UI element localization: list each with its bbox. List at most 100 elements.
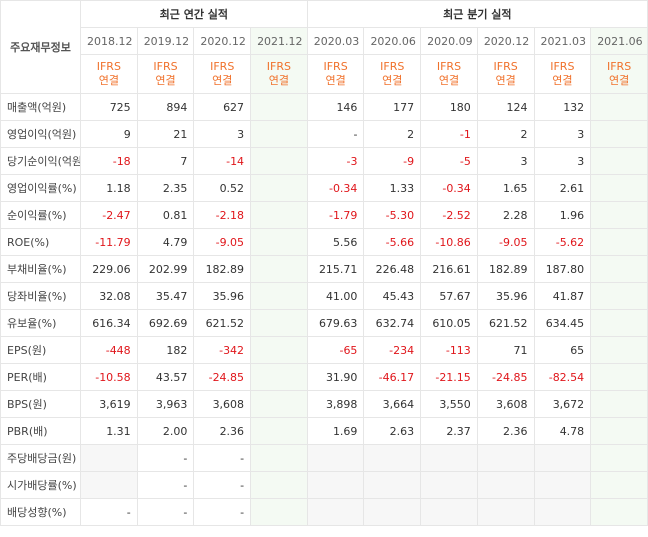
value-cell: -5 bbox=[420, 147, 478, 175]
value-cell: -0.34 bbox=[420, 174, 478, 202]
value-cell: -65 bbox=[306, 336, 365, 364]
period-date: 2018.12 bbox=[87, 34, 133, 48]
value-cell: 3,664 bbox=[363, 390, 422, 418]
basis-scope: 연결 bbox=[325, 74, 346, 87]
value-cell: 146 bbox=[306, 93, 365, 121]
period-date: 2020.06 bbox=[370, 34, 416, 48]
value-cell bbox=[250, 120, 308, 148]
value-cell: - bbox=[136, 498, 195, 526]
value-cell: - bbox=[306, 120, 365, 148]
value-cell: -1.79 bbox=[306, 201, 365, 229]
basis: IFRS 연결 bbox=[476, 54, 535, 94]
value-cell: 31.90 bbox=[306, 363, 365, 391]
period-date: 2020.12 bbox=[483, 34, 530, 48]
value-cell: 3,608 bbox=[476, 390, 535, 418]
value-cell: 3 bbox=[533, 120, 592, 148]
value-cell: - bbox=[193, 471, 252, 499]
header-period-row: 2018.12 2019.12 2020.12 2021.12 (E) 2020.03 2… bbox=[1, 27, 648, 55]
value-cell: 202.99 bbox=[136, 255, 195, 283]
value-cell bbox=[476, 444, 535, 472]
value-cell: -9.05 bbox=[193, 228, 252, 256]
value-cell bbox=[420, 444, 478, 472]
value-cell: 35.96 bbox=[193, 282, 252, 310]
value-cell: -234 bbox=[363, 336, 422, 364]
value-cell bbox=[250, 93, 308, 121]
data-row: 주당배당금(원) - - bbox=[0, 444, 648, 472]
value-cell: 3,550 bbox=[420, 390, 478, 418]
value-cell: -5.66 bbox=[363, 228, 422, 256]
value-cell: 2.36 bbox=[193, 417, 252, 445]
header-label: 주요재무정보 bbox=[0, 0, 81, 94]
value-cell: -10.86 bbox=[420, 228, 478, 256]
basis: IFRS 연결 bbox=[193, 54, 252, 94]
value-cell: 1.96 bbox=[533, 201, 592, 229]
data-row: 유보율(%) 616.34 692.69 621.52 679.63 632.74 610.… bbox=[0, 309, 648, 337]
period-date: 2020.12 bbox=[200, 34, 246, 48]
value-cell bbox=[80, 471, 138, 499]
basis: IFRS 연결 bbox=[136, 54, 195, 94]
value-cell: 4.78 bbox=[533, 417, 592, 445]
value-cell bbox=[80, 444, 138, 472]
period-date: 2021.12 bbox=[257, 34, 303, 48]
basis-standard: IFRS bbox=[210, 60, 235, 73]
value-cell: 610.05 bbox=[420, 309, 478, 337]
value-cell bbox=[590, 363, 648, 391]
value-cell: 187.80 bbox=[533, 255, 592, 283]
estimate-mark: (E) bbox=[646, 35, 647, 48]
value-cell bbox=[590, 417, 648, 445]
basis-standard: IFRS bbox=[96, 60, 121, 73]
value-cell bbox=[250, 471, 308, 499]
row-label: PBR(배) bbox=[0, 417, 81, 445]
value-cell bbox=[476, 498, 535, 526]
value-cell bbox=[590, 147, 648, 175]
value-cell: 215.71 bbox=[306, 255, 365, 283]
period-date: 2021.03 bbox=[540, 34, 587, 48]
header-basis-row: IFRS 연결 IFRS 연결 IFRS 연결 IFRS 연결 IFRS 연결 IFRS 연결 IFRS… bbox=[1, 54, 648, 94]
value-cell: 2 bbox=[476, 120, 535, 148]
value-cell bbox=[533, 444, 592, 472]
value-cell: 725 bbox=[80, 93, 138, 121]
value-cell: 182.89 bbox=[476, 255, 535, 283]
value-cell: 182 bbox=[136, 336, 195, 364]
value-cell: 57.67 bbox=[420, 282, 478, 310]
value-cell bbox=[590, 444, 648, 472]
value-cell bbox=[250, 174, 308, 202]
basis-standard: IFRS bbox=[380, 60, 405, 73]
data-row: 부채비율(%) 229.06 202.99 182.89 215.71 226.48 216… bbox=[0, 255, 648, 283]
period: 2020.03 bbox=[306, 27, 365, 55]
value-cell bbox=[590, 309, 648, 337]
row-label: 당좌비율(%) bbox=[0, 282, 81, 310]
value-cell: 180 bbox=[420, 93, 478, 121]
data-row: 시가배당률(%) - - bbox=[0, 471, 648, 499]
value-cell bbox=[250, 147, 308, 175]
data-row: 영업이익률(%) 1.18 2.35 0.52 -0.34 1.33 -0.34 1.65 2.… bbox=[0, 174, 648, 202]
value-cell: - bbox=[80, 498, 138, 526]
basis-scope: 연결 bbox=[552, 74, 573, 87]
basis-standard: IFRS bbox=[606, 60, 632, 73]
value-cell: 2.35 bbox=[136, 174, 195, 202]
basis-standard: IFRS bbox=[493, 60, 518, 73]
value-cell: 32.08 bbox=[80, 282, 138, 310]
basis-scope: 연결 bbox=[608, 74, 630, 87]
period-date: 2021.06 bbox=[597, 34, 643, 48]
value-cell: 3 bbox=[193, 120, 252, 148]
row-label: 순이익률(%) bbox=[0, 201, 81, 229]
basis: IFRS 연결 bbox=[590, 54, 648, 94]
value-cell: 43.57 bbox=[136, 363, 195, 391]
data-row: 당좌비율(%) 32.08 35.47 35.96 41.00 45.43 57.67 35.… bbox=[0, 282, 648, 310]
value-cell: 2.63 bbox=[363, 417, 422, 445]
value-cell: -24.85 bbox=[193, 363, 252, 391]
basis-scope: 연결 bbox=[155, 74, 176, 87]
value-cell bbox=[250, 282, 308, 310]
value-cell bbox=[250, 336, 308, 364]
value-cell: 0.81 bbox=[136, 201, 195, 229]
basis-scope: 연결 bbox=[438, 74, 460, 87]
value-cell: -46.17 bbox=[363, 363, 422, 391]
data-row: 순이익률(%) -2.47 0.81 -2.18 -1.79 -5.30 -2.52 2.28… bbox=[0, 201, 648, 229]
value-cell: 41.87 bbox=[533, 282, 592, 310]
row-label: 부채비율(%) bbox=[0, 255, 81, 283]
basis: IFRS 연결 bbox=[250, 54, 308, 94]
value-cell: 616.34 bbox=[80, 309, 138, 337]
